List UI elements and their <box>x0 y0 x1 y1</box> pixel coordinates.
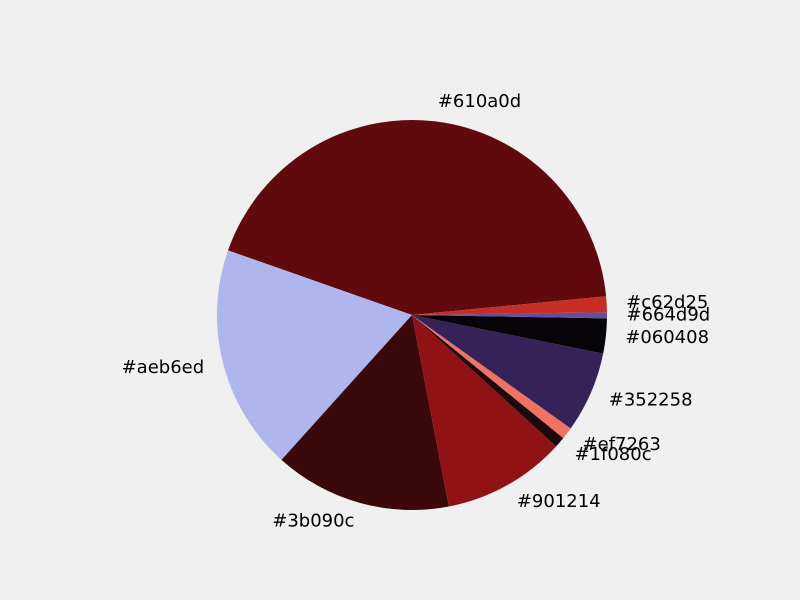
pie-slice-7 <box>412 315 607 354</box>
pie-slice-label-7: #060408 <box>625 327 709 348</box>
pie-slice-4 <box>412 315 564 447</box>
pie-slice-label-0: #610a0d <box>438 91 521 112</box>
pie-slice-8 <box>412 312 608 319</box>
pie-slice-label-9: #c62d25 <box>626 292 708 313</box>
pie-slices <box>217 120 608 510</box>
pie-slice-9 <box>412 296 607 315</box>
pie-slice-label-3: #901214 <box>517 491 601 512</box>
pie-slice-5 <box>412 315 571 439</box>
pie-slice-label-4: #1f080c <box>574 444 651 465</box>
pie-slice-label-8: #664d9d <box>626 304 710 325</box>
pie-slice-label-2: #3b090c <box>272 511 354 532</box>
pie-slice-1 <box>217 250 412 460</box>
pie-labels: #610a0d #aeb6ed #3b090c #901214 #1f080c#ef72… <box>122 91 711 532</box>
pie-slice-label-1: #aeb6ed <box>122 357 205 378</box>
pie-slice-2 <box>281 315 449 510</box>
pie-slice-3 <box>412 315 557 507</box>
pie-slice-label-5: #ef7263 <box>583 434 661 455</box>
pie-slice-label-6: #352258 <box>609 389 693 410</box>
pie-slice-6 <box>412 315 604 429</box>
pie-slice-0 <box>228 120 607 316</box>
